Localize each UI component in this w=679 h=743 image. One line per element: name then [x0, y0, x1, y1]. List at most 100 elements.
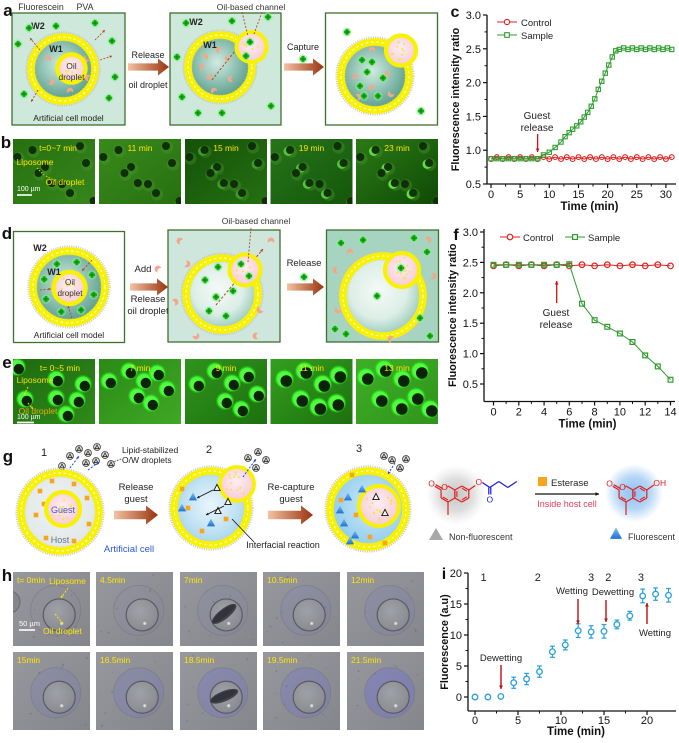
svg-text:0: 0 — [490, 407, 496, 419]
svg-text:Artificial cell model: Artificial cell model — [33, 113, 103, 123]
svg-text:Host: Host — [51, 535, 70, 545]
svg-text:Time (min): Time (min) — [547, 726, 605, 738]
svg-text:W1: W1 — [49, 44, 63, 54]
svg-text:30: 30 — [660, 189, 672, 201]
svg-text:19 min: 19 min — [299, 143, 325, 153]
svg-text:3: 3 — [638, 572, 644, 584]
svg-text:Guest: Guest — [524, 111, 551, 122]
svg-text:Lipid-stabilized: Lipid-stabilized — [122, 445, 178, 455]
svg-text:15: 15 — [598, 715, 610, 727]
svg-text:Sample: Sample — [588, 233, 620, 244]
svg-text:Oil: Oil — [66, 61, 77, 71]
svg-text:1.0: 1.0 — [463, 349, 478, 361]
svg-text:b: b — [1, 133, 11, 152]
svg-text:19.5min: 19.5min — [267, 655, 298, 665]
svg-text:O: O — [619, 482, 626, 492]
svg-text:Capture: Capture — [287, 42, 319, 52]
svg-text:3: 3 — [588, 572, 594, 584]
svg-text:O: O — [486, 495, 493, 505]
svg-text:Control: Control — [523, 233, 554, 244]
svg-text:Dewetting: Dewetting — [480, 653, 522, 664]
svg-text:7min: 7min — [184, 575, 203, 585]
svg-text:2.0: 2.0 — [463, 288, 478, 300]
svg-text:oil droplet: oil droplet — [127, 306, 169, 317]
svg-text:50 µm: 50 µm — [19, 619, 40, 628]
svg-text:10.5min: 10.5min — [267, 575, 298, 585]
svg-text:0.5: 0.5 — [463, 379, 478, 391]
svg-text:11 min: 11 min — [299, 363, 324, 373]
svg-text:1: 1 — [41, 447, 47, 459]
svg-text:Interfacial reaction: Interfacial reaction — [246, 540, 320, 550]
svg-text:Oil droplet: Oil droplet — [43, 626, 82, 636]
svg-text:9 min: 9 min — [216, 363, 237, 373]
svg-text:2.5: 2.5 — [466, 44, 481, 56]
svg-text:O: O — [475, 477, 482, 487]
svg-text:h: h — [2, 566, 12, 585]
svg-text:droplet: droplet — [57, 289, 83, 298]
svg-text:16.5min: 16.5min — [100, 655, 131, 665]
svg-text:10: 10 — [614, 407, 626, 419]
svg-text:f: f — [453, 227, 459, 244]
svg-text:Dewetting: Dewetting — [592, 587, 634, 598]
svg-text:5: 5 — [456, 661, 462, 673]
svg-text:100 µm: 100 µm — [17, 186, 41, 193]
svg-text:3: 3 — [356, 443, 362, 455]
svg-text:3.0: 3.0 — [466, 10, 481, 22]
svg-text:Release: Release — [119, 482, 154, 493]
svg-text:10: 10 — [555, 715, 567, 727]
svg-text:11 min: 11 min — [128, 143, 153, 153]
svg-text:Liposome: Liposome — [17, 157, 54, 167]
svg-text:Control: Control — [521, 18, 552, 29]
svg-text:0: 0 — [488, 189, 494, 201]
svg-text:2: 2 — [206, 444, 212, 456]
svg-text:release: release — [521, 123, 554, 134]
svg-text:Fluorescent: Fluorescent — [628, 532, 676, 542]
svg-text:12: 12 — [639, 407, 651, 419]
svg-text:O/W droplets: O/W droplets — [122, 455, 172, 465]
svg-text:Re-capture: Re-capture — [268, 482, 315, 493]
svg-text:1.5: 1.5 — [466, 111, 481, 123]
svg-text:5: 5 — [517, 189, 523, 201]
svg-text:O: O — [441, 482, 448, 492]
svg-text:1.5: 1.5 — [463, 318, 478, 330]
svg-text:Inside host cell: Inside host cell — [537, 499, 597, 509]
svg-text:Liposome: Liposome — [49, 576, 86, 586]
svg-text:10: 10 — [450, 630, 462, 642]
svg-text:c: c — [451, 4, 460, 21]
svg-text:Non-fluorescent: Non-fluorescent — [449, 532, 513, 542]
svg-text:Wetting: Wetting — [639, 628, 671, 639]
svg-text:14: 14 — [664, 407, 676, 419]
svg-text:3.0: 3.0 — [463, 227, 478, 239]
svg-text:8: 8 — [592, 407, 598, 419]
svg-text:12min: 12min — [351, 575, 374, 585]
svg-text:Oil droplet: Oil droplet — [19, 406, 58, 416]
svg-text:Guest: Guest — [51, 505, 76, 515]
svg-text:e: e — [2, 353, 11, 372]
svg-text:Oil droplet: Oil droplet — [46, 177, 85, 187]
svg-text:Oil: Oil — [65, 278, 75, 287]
svg-text:oil droplet: oil droplet — [128, 80, 168, 90]
svg-text:Sample: Sample — [521, 31, 553, 42]
svg-text:release: release — [540, 320, 573, 331]
svg-text:15 min: 15 min — [213, 143, 239, 153]
svg-text:a: a — [3, 1, 13, 20]
svg-text:Release: Release — [131, 294, 166, 305]
svg-text:O: O — [606, 479, 613, 489]
svg-text:Fluorescence intensity ratio: Fluorescence intensity ratio — [450, 27, 462, 171]
svg-text:droplet: droplet — [59, 72, 86, 82]
svg-text:13 min: 13 min — [384, 363, 410, 373]
svg-text:Fluorescence (a.u): Fluorescence (a.u) — [439, 594, 451, 690]
svg-text:21.5min: 21.5min — [351, 655, 382, 665]
svg-text:15min: 15min — [17, 655, 40, 665]
svg-text:4.5min: 4.5min — [100, 575, 126, 585]
svg-text:23 min: 23 min — [384, 143, 410, 153]
svg-text:5: 5 — [515, 715, 521, 727]
svg-text:6: 6 — [566, 407, 572, 419]
svg-text:Oil-based channel: Oil-based channel — [222, 216, 291, 226]
svg-text:20: 20 — [450, 568, 462, 580]
svg-text:0: 0 — [472, 715, 478, 727]
svg-text:Add: Add — [135, 264, 152, 275]
svg-text:Wetting: Wetting — [556, 586, 588, 597]
svg-text:t= 0~5 min: t= 0~5 min — [40, 363, 80, 373]
svg-text:1: 1 — [481, 572, 487, 584]
